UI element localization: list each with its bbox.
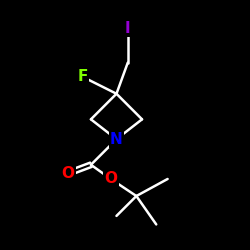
Text: F: F <box>77 69 88 84</box>
Text: I: I <box>125 21 131 36</box>
Text: O: O <box>104 172 117 186</box>
Text: N: N <box>110 132 123 147</box>
Text: O: O <box>62 166 75 181</box>
